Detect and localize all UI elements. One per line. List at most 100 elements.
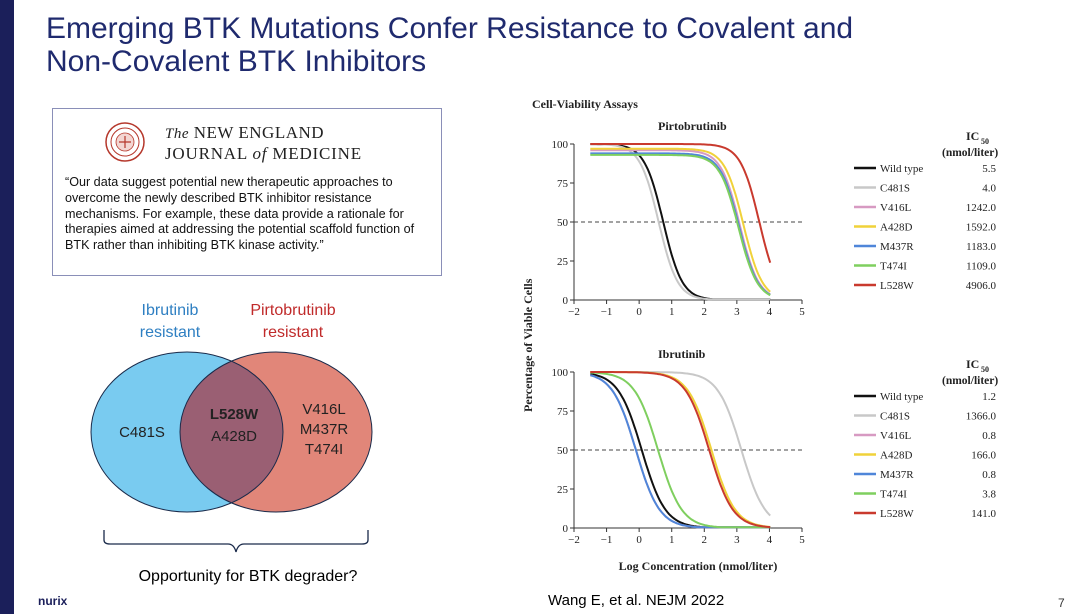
nejm-of: of xyxy=(252,144,268,163)
panel-pirtobrutinib-ic50-value: 4.0 xyxy=(982,183,996,195)
panel-pirtobrutinib-title: Pirtobrutinib xyxy=(658,119,727,133)
slide-title-line-2: Non-Covalent BTK Inhibitors xyxy=(46,45,427,78)
panel-ibrutinib-ic50-units: (nmol/liter) xyxy=(942,375,998,387)
panel-ibrutinib-curve-t474i xyxy=(590,371,771,529)
panel-pirtobrutinib-curve-a428d xyxy=(590,147,771,293)
nejm-quote-text: “Our data suggest potential new therapeu… xyxy=(65,175,415,253)
venn-overlap-2: A428D xyxy=(211,428,257,445)
panel-pirtobrutinib-legend-label: A428D xyxy=(880,222,912,234)
panel-ibrutinib-ic50-value: 3.8 xyxy=(982,489,996,501)
venn-label-ibrutinib: Ibrutinib resistant xyxy=(120,300,220,344)
panel-pirtobrutinib-legend-label: C481S xyxy=(880,183,910,195)
nejm-new-england: NEW ENGLAND xyxy=(193,123,325,142)
panel-ibrutinib-ic50-value: 141.0 xyxy=(971,508,996,520)
panel-ibrutinib-ic50-subscript: 50 xyxy=(981,365,989,374)
panel-pirtobrutinib-ic50-subscript: 50 xyxy=(981,137,989,146)
left-accent-bar xyxy=(0,0,14,614)
panel-pirtobrutinib-legend-label: T474I xyxy=(880,261,907,273)
panel-pirtobrutinib-x-tick-label: 4 xyxy=(767,306,773,318)
nurix-logo-text: nurix xyxy=(38,594,68,608)
panel-ibrutinib-legend-label: C481S xyxy=(880,411,910,423)
panel-ibrutinib-ic50-value: 1.2 xyxy=(982,391,996,403)
panel-pirtobrutinib-curve-t474i xyxy=(590,153,771,297)
chart-x-axis-label: Log Concentration (nmol/liter) xyxy=(619,559,778,573)
venn-caption: Opportunity for BTK degrader? xyxy=(138,568,358,585)
nurix-logo: nurix xyxy=(38,592,67,610)
panel-pirtobrutinib-x-tick-label: 3 xyxy=(734,306,740,318)
venn-diagram xyxy=(90,351,373,513)
venn-label-ibrutinib-2: resistant xyxy=(139,324,201,341)
panel-pirtobrutinib-legend-label: L528W xyxy=(880,280,914,292)
venn-overlap xyxy=(180,352,283,512)
panel-ibrutinib-y-tick-label: 50 xyxy=(557,445,569,457)
panel-pirtobrutinib-y-tick-label: 100 xyxy=(552,139,569,151)
panel-pirtobrutinib-y-tick-label: 75 xyxy=(557,178,569,190)
venn-right-only-1: V416L xyxy=(302,401,346,418)
panel-pirtobrutinib-legend-label: Wild type xyxy=(880,163,923,175)
panel-pirtobrutinib-y-tick-label: 25 xyxy=(557,256,569,268)
panel-ibrutinib-y-tick-label: 75 xyxy=(557,406,569,418)
venn-brace xyxy=(103,530,369,553)
panel-pirtobrutinib-ic50-value: 1183.0 xyxy=(966,241,996,253)
panel-ibrutinib-x-tick-label: 0 xyxy=(636,534,642,546)
panel-ibrutinib-legend-label: Wild type xyxy=(880,391,923,403)
panel-ibrutinib-ic50-value: 0.8 xyxy=(982,430,996,442)
nejm-medicine: MEDICINE xyxy=(272,144,362,163)
panel-pirtobrutinib-x-tick-label: 5 xyxy=(799,306,805,318)
panel-ibrutinib-x-tick-label: 1 xyxy=(669,534,675,546)
panel-pirtobrutinib-ic50-value: 4906.0 xyxy=(966,280,997,292)
panel-ibrutinib-y-tick-label: 0 xyxy=(563,523,569,535)
panel-ibrutinib-ic50-header: IC xyxy=(966,357,979,371)
panel-ibrutinib-curve-m437r xyxy=(590,374,771,529)
panel-ibrutinib-title: Ibrutinib xyxy=(658,347,706,361)
panel-pirtobrutinib-ic50-value: 1592.0 xyxy=(966,222,997,234)
nejm-masthead-line-1: The NEW ENGLAND xyxy=(165,123,324,143)
nejm-the: The xyxy=(165,126,189,142)
slide-title: Emerging BTK Mutations Confer Resistance… xyxy=(46,12,1046,78)
page-number: 7 xyxy=(1058,596,1065,610)
venn-label-pirtobrutinib-2: resistant xyxy=(262,324,324,341)
panel-pirtobrutinib-ic50-value: 1109.0 xyxy=(966,261,996,273)
panel-pirtobrutinib-curve-l528w xyxy=(590,143,772,263)
panel-ibrutinib-x-tick-label: 4 xyxy=(767,534,773,546)
panel-pirtobrutinib-curve-c481s xyxy=(590,143,771,301)
panel-pirtobrutinib-ic50-value: 5.5 xyxy=(982,163,996,175)
panel-ibrutinib-legend-label: T474I xyxy=(880,489,907,501)
panel-ibrutinib-x-tick-label: 2 xyxy=(702,534,708,546)
panel-pirtobrutinib-ic50-value: 1242.0 xyxy=(966,202,997,214)
panel-pirtobrutinib-ic50-units: (nmol/liter) xyxy=(942,147,998,159)
panel-ibrutinib-legend-label: M437R xyxy=(880,469,914,481)
panel-ibrutinib-legend-label: L528W xyxy=(880,508,914,520)
chart-y-axis-label: Percentage of Viable Cells xyxy=(521,278,535,412)
panel-ibrutinib-curve-l528w xyxy=(590,371,771,529)
panel-pirtobrutinib-y-tick-label: 50 xyxy=(557,217,569,229)
citation: Wang E, et al. NEJM 2022 xyxy=(548,592,725,609)
nejm-seal-icon xyxy=(105,122,145,162)
venn-left-only: C481S xyxy=(119,424,165,441)
venn-right-only-2: M437R xyxy=(299,421,349,438)
panel-pirtobrutinib-x-tick-label: 2 xyxy=(702,306,708,318)
panel-ibrutinib-y-tick-label: 25 xyxy=(557,484,569,496)
panel-pirtobrutinib-x-tick-label: 0 xyxy=(636,306,642,318)
panel-ibrutinib-x-tick-label: −2 xyxy=(568,534,580,546)
cell-viability-chart: Cell-Viability Assays Percentage of Viabl… xyxy=(521,97,998,573)
nejm-quote-box: The NEW ENGLAND JOURNAL of MEDICINE “Our… xyxy=(52,108,442,276)
slide-title-line-1: Emerging BTK Mutations Confer Resistance… xyxy=(46,12,854,45)
panel-ibrutinib-x-tick-label: −1 xyxy=(601,534,613,546)
nejm-masthead-line-2: JOURNAL of MEDICINE xyxy=(165,144,362,164)
panel-ibrutinib-ic50-value: 166.0 xyxy=(971,450,996,462)
venn-label-pirtobrutinib-1: Pirtobrutinib xyxy=(250,302,336,319)
panel-ibrutinib-curve-c481s xyxy=(590,371,771,517)
venn-label-pirtobrutinib: Pirtobrutinib resistant xyxy=(228,300,358,344)
panel-ibrutinib-x-tick-label: 3 xyxy=(734,534,740,546)
panel-ibrutinib-legend-label: V416L xyxy=(880,430,911,442)
panel-pirtobrutinib-legend-label: M437R xyxy=(880,241,914,253)
nejm-journal: JOURNAL xyxy=(165,144,248,163)
panel-pirtobrutinib-x-tick-label: 1 xyxy=(669,306,675,318)
panel-ibrutinib-ic50-value: 0.8 xyxy=(982,469,996,481)
chart-title: Cell-Viability Assays xyxy=(532,97,638,111)
venn-overlap-1: L528W xyxy=(209,406,259,423)
panel-pirtobrutinib-ic50-header: IC xyxy=(966,129,979,143)
panel-pirtobrutinib-x-tick-label: −1 xyxy=(601,306,613,318)
panel-pirtobrutinib-y-tick-label: 0 xyxy=(563,295,569,307)
